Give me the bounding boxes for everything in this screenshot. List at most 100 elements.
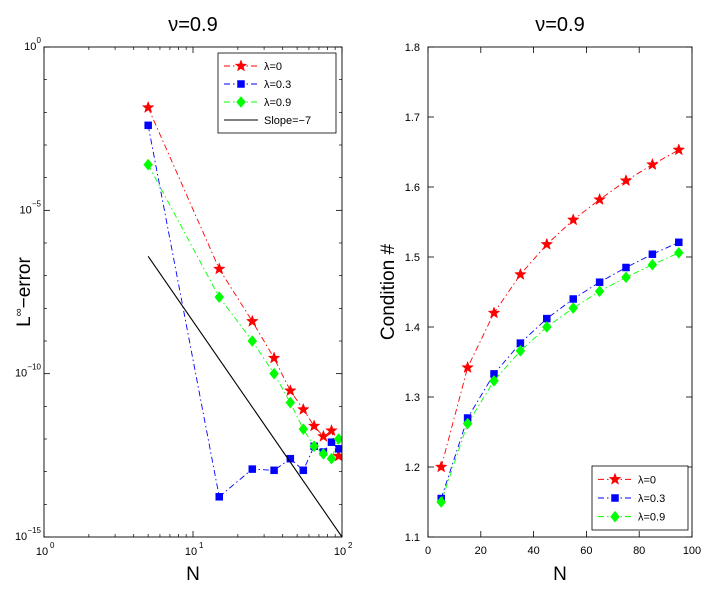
data-point [307,419,321,432]
data-point [144,121,152,130]
x-tick-exponent: 2 [348,541,353,550]
series-0 [434,143,686,473]
x-tick-label: 10 [334,546,346,558]
legend-label: λ=0.3 [638,493,665,505]
data-point [299,466,308,475]
data-point [595,278,604,286]
data-point [672,143,686,156]
series-2 [143,158,342,465]
series-line [147,164,340,460]
y-tick-exponent: −5 [32,199,42,208]
x-tick-label: 10 [185,546,197,558]
data-point [327,438,336,446]
legend-marker [234,59,248,72]
data-point [543,314,551,323]
data-point [568,302,579,314]
data-point [316,429,330,442]
series-line [440,241,679,499]
x-tick-exponent: 0 [50,541,55,550]
y-tick-exponent: 0 [37,36,42,45]
data-point [270,466,278,475]
legend-label: λ=0.3 [264,79,291,91]
data-point [298,423,309,436]
y-tick-exponent: −10 [27,363,41,372]
x-tick-label: 100 [683,545,701,557]
data-point [569,295,577,303]
data-point [212,262,226,275]
y-tick-label: 1.7 [405,112,420,124]
x-axis-label: N [553,564,567,585]
series-line [440,149,680,468]
series-1 [437,238,683,503]
data-point [619,173,633,187]
right-chart-condition-number: 0 20 40 60 80 100 1.1 1.2 1.3 1.4 1.5 1.6 1.7 1.8 ν=0.… [378,14,701,585]
data-point [514,267,527,280]
data-point [267,351,281,364]
x-tick-label: 80 [633,545,645,557]
y-tick-label: 10 [20,204,32,216]
y-tick-label: 1.6 [405,182,420,194]
x-tick-label: 40 [527,545,539,557]
y-tick-exponent: −15 [27,526,41,535]
data-point [283,384,297,397]
legend-label: Slope=−7 [264,115,311,127]
data-point [646,157,659,171]
data-point [675,238,683,247]
series-2 [436,246,684,508]
data-point [489,375,499,387]
y-tick-label: 1.3 [405,392,420,404]
x-tick-exponent: 1 [199,541,204,550]
data-point [318,447,329,460]
data-point [285,396,296,409]
plot-frame [427,46,693,538]
series-line [147,256,342,537]
legend-label: λ=0.9 [264,97,291,109]
legend-marker [608,472,622,485]
data-point [248,465,257,473]
y-tick-label: 10 [15,368,27,380]
legend-label: λ=0 [264,61,282,73]
y-tick-label: 1.5 [405,252,420,264]
data-point [269,367,279,380]
y-tick-label: 1.1 [405,532,420,544]
plot-frame [43,46,343,538]
data-point [515,344,526,357]
data-point [215,493,223,501]
data-point [673,246,684,259]
data-point [436,496,447,508]
series-0 [141,100,342,462]
left-chart-error: 100101102−1510−1010−510010ν=0.9NL∞−error… [13,14,353,585]
y-tick-label: 1.8 [405,42,420,54]
data-point [334,445,342,453]
data-point [593,192,606,206]
y-tick-label: 1.4 [405,322,420,334]
data-point [566,213,580,226]
x-tick-label: 10 [36,546,48,558]
data-point [214,291,225,304]
y-tick-label: 1.2 [405,462,420,474]
series-line [440,252,679,503]
data-point [540,237,554,250]
data-point [326,452,337,465]
series-line [147,107,340,457]
legend-marker [611,494,619,502]
data-point [434,460,448,473]
x-tick-label: 20 [475,545,487,557]
x-tick-label: 60 [580,545,592,557]
x-axis-label: N [186,564,200,585]
legend-marker [236,96,246,108]
y-axis-label: L∞−error [13,257,35,327]
data-point [461,360,474,374]
y-tick-label: 10 [24,41,36,53]
series-line [147,125,339,498]
chart-title: ν=0.9 [168,14,217,36]
data-point [648,250,657,258]
data-point [462,417,473,430]
data-point [141,100,155,113]
y-tick-label: 10 [15,531,27,543]
y-axis-label: Condition # [378,244,399,341]
series-3 [147,256,342,537]
data-point [647,258,658,271]
legend: λ=0 λ=0.3 λ=0.9 [591,465,689,531]
